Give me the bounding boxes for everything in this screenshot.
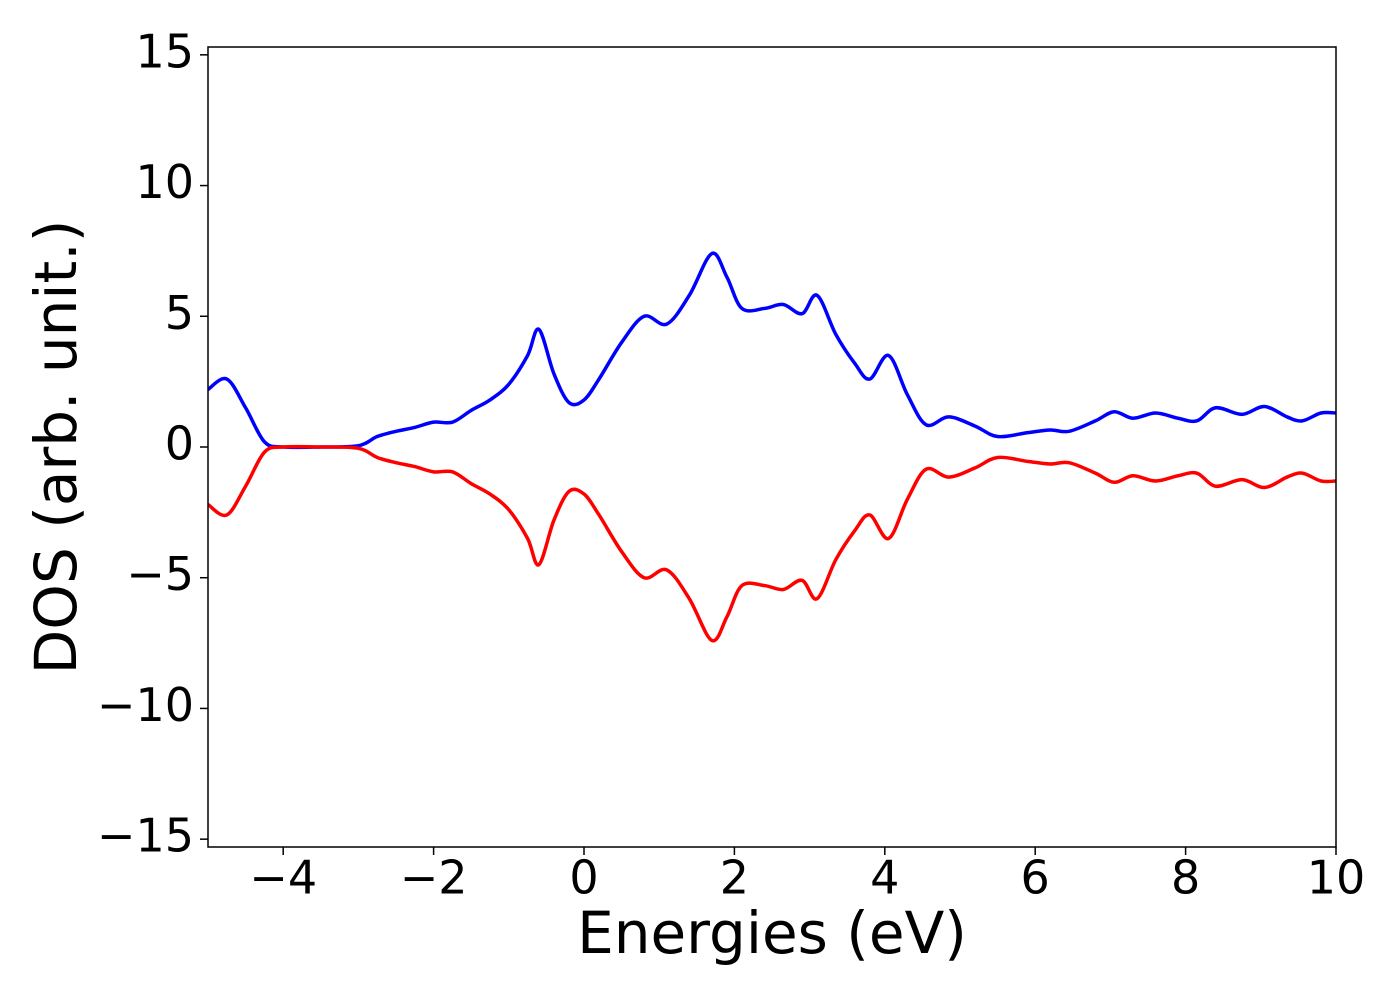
x-tick-label: 8 xyxy=(1171,851,1200,905)
x-tick-label: −2 xyxy=(400,851,468,905)
y-tick-label: 10 xyxy=(135,155,194,209)
x-tick-label: 10 xyxy=(1307,851,1366,905)
y-tick-label: −15 xyxy=(97,809,194,863)
y-axis-label: DOS (arb. unit.) xyxy=(22,220,90,675)
y-tick-label: −10 xyxy=(97,678,194,732)
y-tick-label: 0 xyxy=(165,417,194,471)
x-tick-label: 6 xyxy=(1021,851,1050,905)
x-tick-label: 2 xyxy=(720,851,749,905)
y-tick-label: 15 xyxy=(135,24,194,78)
series-line xyxy=(208,444,1336,643)
y-tick-label: 5 xyxy=(165,286,194,340)
x-axis-label: Energies (eV) xyxy=(577,899,967,967)
series-line xyxy=(208,251,1336,450)
x-tick-label: 4 xyxy=(870,851,899,905)
x-tick-label: 0 xyxy=(569,851,598,905)
plot-frame xyxy=(207,46,1337,848)
x-tick-label: −4 xyxy=(249,851,317,905)
y-tick-label: −5 xyxy=(126,547,194,601)
